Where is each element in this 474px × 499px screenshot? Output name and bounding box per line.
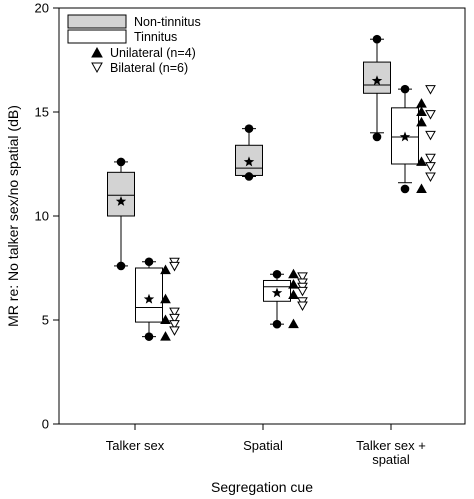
box-s0-c1 <box>235 124 263 181</box>
outlier-s1-c2-0 <box>400 84 410 94</box>
outlier-s0-c1-1 <box>244 172 254 181</box>
legend-label-tinnitus: Tinnitus <box>134 30 177 44</box>
outlier-s1-c1-1 <box>272 319 282 329</box>
legend-marker-bilateral <box>91 62 103 74</box>
outlier-s0-c2-1 <box>372 132 382 142</box>
legend-marker-tinnitus <box>67 29 127 44</box>
mean-star-s0-c1 <box>243 156 255 167</box>
unilateral-point-c0-3 <box>160 331 171 341</box>
bilateral-point-c1-0 <box>297 272 308 282</box>
bilateral-point-c2-3 <box>425 153 436 164</box>
unilateral-point-c2-0 <box>416 98 427 108</box>
outlier-s0-c0-0 <box>116 157 126 167</box>
outlier-s0-c2-0 <box>372 34 382 44</box>
mean-star-s1-c0 <box>143 293 155 304</box>
y-tick-label-10: 10 <box>35 209 49 224</box>
unilateral-point-c0-0 <box>160 264 171 275</box>
unilateral-point-c0-2 <box>160 314 171 324</box>
box-s1-c1 <box>263 269 291 329</box>
box-s1-c2 <box>391 84 419 194</box>
legend-marker-unilateral <box>91 46 103 58</box>
outlier-s1-c0-1 <box>144 332 154 341</box>
unilateral-point-c2-3 <box>416 156 427 166</box>
outlier-s0-c0-1 <box>116 261 126 271</box>
x-tick-label-2-0: Talker sex + <box>356 438 426 453</box>
legend-marker-non-tinnitus <box>67 14 127 29</box>
x-tick-label-1-0: Spatial <box>243 438 283 453</box>
unilateral-point-c1-3 <box>288 318 299 329</box>
bilateral-point-c0-5 <box>169 326 180 336</box>
y-axis-title: MR re: No talker sex/no spatial (dB) <box>5 105 21 327</box>
legend-label-bilateral: Bilateral (n=6) <box>110 61 188 75</box>
legend-label-non-tinnitus: Non-tinnitus <box>134 15 201 29</box>
box-series <box>107 34 419 341</box>
bilateral-point-c0-4 <box>169 320 180 330</box>
x-tick-label-2-1: spatial <box>372 452 410 467</box>
individual-points <box>160 85 436 341</box>
bilateral-point-c0-2 <box>169 307 180 318</box>
y-tick-label-0: 0 <box>42 417 49 432</box>
y-axis: 0 5 10 15 20 <box>35 1 59 432</box>
x-axis: Talker sex Spatial Talker sex +spatial <box>106 424 426 467</box>
box-body-s0-c0 <box>107 171 135 217</box>
box-s0-c0 <box>107 157 135 271</box>
bilateral-point-c2-1 <box>425 110 436 120</box>
x-tick-label-0-0: Talker sex <box>106 438 165 453</box>
mean-star-s0-c2 <box>371 75 383 86</box>
bilateral-point-c1-5 <box>297 301 308 311</box>
x-axis-title: Segregation cue <box>211 479 313 495</box>
bilateral-point-c2-0 <box>425 85 436 95</box>
unilateral-point-c2-1 <box>416 106 427 116</box>
outlier-s0-c1-0 <box>244 124 254 133</box>
unilateral-point-c2-4 <box>416 183 427 193</box>
legend: Non-tinnitus Tinnitus Unilateral (n=4) B… <box>67 14 201 75</box>
bilateral-point-c2-2 <box>425 130 436 141</box>
outlier-s1-c1-0 <box>272 269 282 279</box>
unilateral-point-c2-2 <box>416 116 427 127</box>
mean-star-s1-c1 <box>271 287 283 298</box>
box-s1-c0 <box>135 257 163 341</box>
unilateral-point-c1-2 <box>288 289 299 300</box>
bilateral-point-c2-5 <box>425 172 436 182</box>
bilateral-point-c0-1 <box>169 261 180 272</box>
mean-star-s0-c0 <box>115 195 127 206</box>
unilateral-point-c0-1 <box>160 293 171 304</box>
legend-label-unilateral: Unilateral (n=4) <box>110 46 196 60</box>
mean-star-s1-c2 <box>399 131 411 142</box>
bilateral-point-c0-3 <box>169 313 180 324</box>
outlier-s1-c0-0 <box>144 257 154 267</box>
box-s0-c2 <box>363 34 391 142</box>
unilateral-point-c1-1 <box>288 279 299 289</box>
bilateral-point-c1-3 <box>297 286 308 297</box>
unilateral-point-c1-0 <box>288 268 299 279</box>
y-tick-label-20: 20 <box>35 1 49 16</box>
bilateral-point-c2-4 <box>425 162 436 172</box>
y-tick-label-5: 5 <box>42 313 49 328</box>
y-tick-label-15: 15 <box>35 105 49 120</box>
outlier-s1-c2-1 <box>400 184 410 194</box>
